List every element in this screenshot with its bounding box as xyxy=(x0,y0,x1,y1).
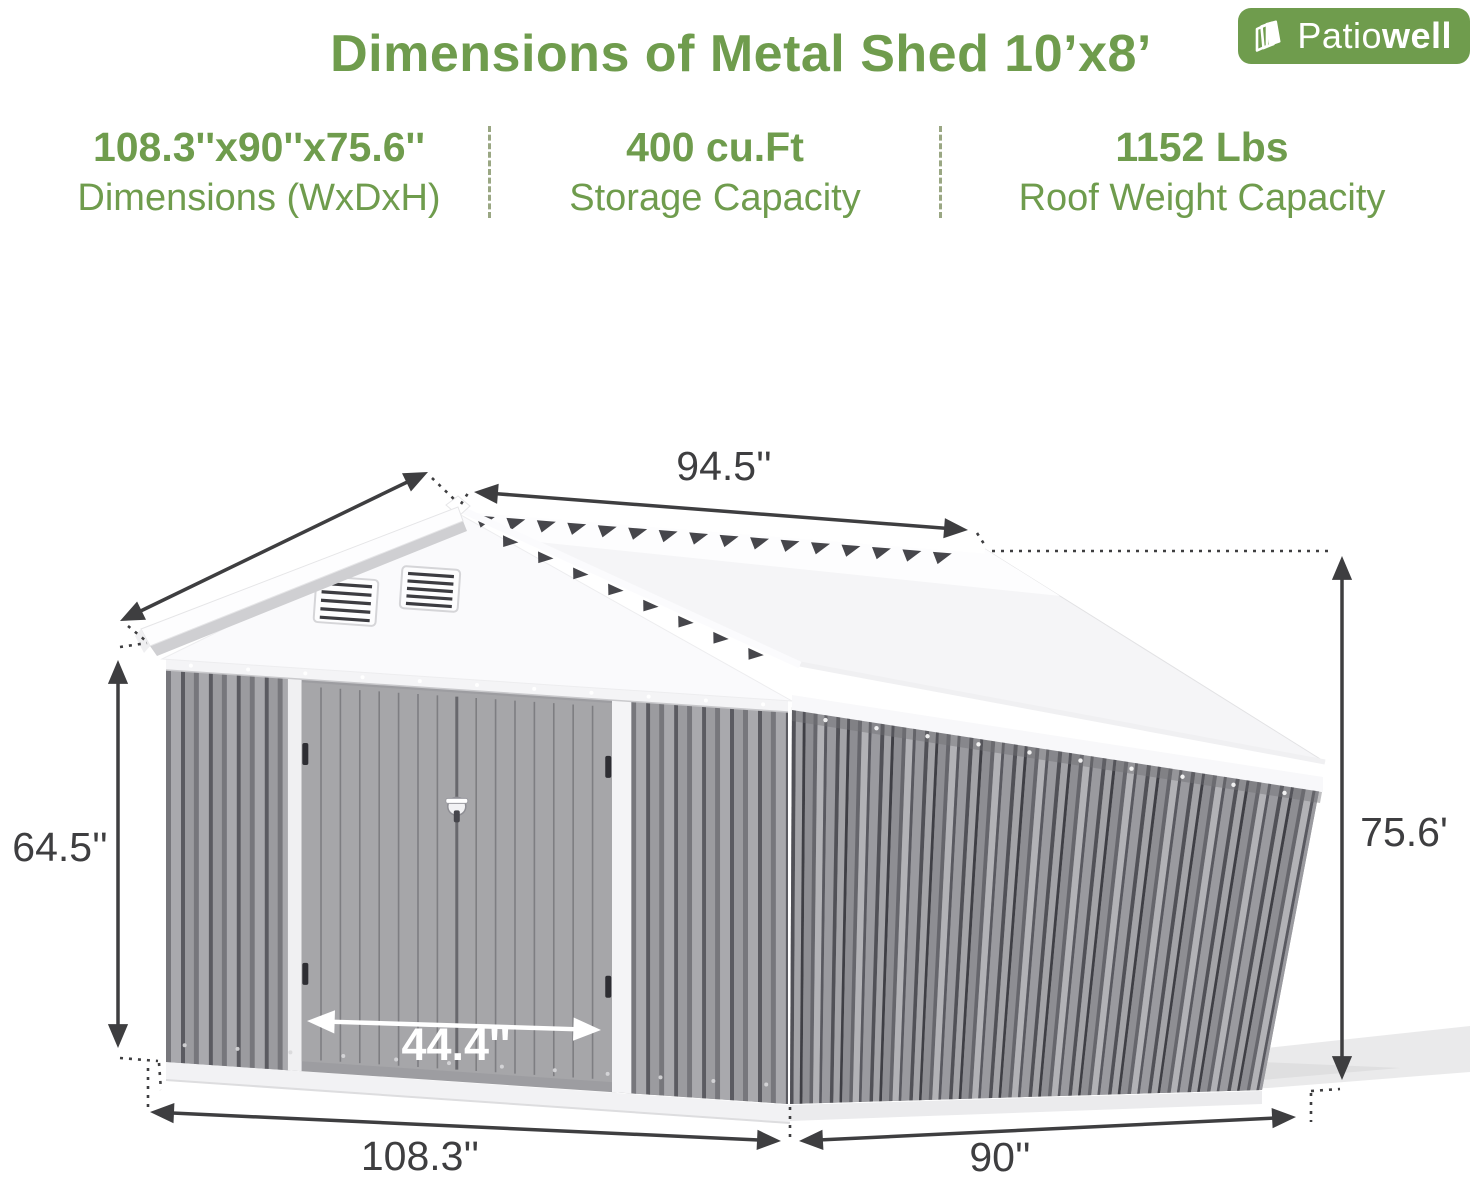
dim-door-width: 44.4'' xyxy=(402,1019,511,1070)
spec-storage-value: 400 cu.Ft xyxy=(626,124,804,170)
fanned-pages-icon xyxy=(1256,20,1281,52)
gable-vent xyxy=(398,565,462,613)
shed-side-wall xyxy=(790,695,1323,1104)
spec-roof-weight-value: 1152 Lbs xyxy=(1115,124,1289,170)
dim-wall-height: 64.5'' xyxy=(12,824,107,870)
spec-divider xyxy=(488,126,491,218)
spec-roof-weight: 1152 Lbs Roof Weight Capacity xyxy=(942,124,1462,220)
dim-front-width: 108.3'' xyxy=(361,1133,479,1179)
dim-ridge-length: 94.5'' xyxy=(676,443,771,489)
spec-storage-label: Storage Capacity xyxy=(569,177,861,219)
spec-dimensions-label: Dimensions (WxDxH) xyxy=(77,177,441,219)
shed-gable-pediment xyxy=(160,513,793,702)
spec-summary-row: 108.3''x90''x75.6'' Dimensions (WxDxH) 4… xyxy=(30,124,1462,220)
spec-storage: 400 cu.Ft Storage Capacity xyxy=(491,124,939,220)
logo-wordmark: Patiowell xyxy=(1297,15,1452,56)
spec-divider xyxy=(939,126,942,218)
patiowell-logo: Patiowell xyxy=(1238,8,1470,64)
spec-dimensions-value: 108.3''x90''x75.6'' xyxy=(92,124,426,170)
dimension-arrows xyxy=(107,472,1353,1150)
page-title: Dimensions of Metal Shed 10’x8’ xyxy=(330,25,1152,83)
spec-roof-weight-label: Roof Weight Capacity xyxy=(1018,177,1386,219)
shed-roof xyxy=(135,495,1326,765)
spec-dimensions: 108.3''x90''x75.6'' Dimensions (WxDxH) xyxy=(30,124,488,220)
dim-overall-height: 75.6' xyxy=(1360,809,1448,855)
shed-front-wall xyxy=(165,657,789,1104)
dim-side-depth: 90'' xyxy=(969,1134,1030,1180)
